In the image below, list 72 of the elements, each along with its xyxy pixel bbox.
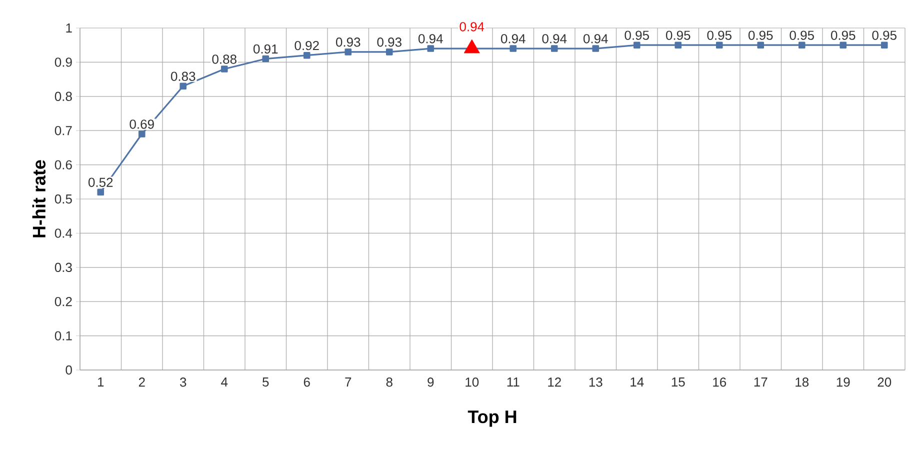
x-tick-label: 15 xyxy=(672,378,685,387)
data-label: 0.93 xyxy=(336,38,360,47)
x-axis-title: Top H xyxy=(468,410,516,427)
x-tick-label: 9 xyxy=(428,378,434,387)
y-tick-label: 1 xyxy=(66,24,72,32)
x-tick-label: 18 xyxy=(796,378,809,387)
x-tick-label: 17 xyxy=(754,378,768,386)
x-tick-label: 8 xyxy=(386,378,392,387)
point xyxy=(220,66,228,72)
point xyxy=(592,45,600,52)
x-tick-label: 12 xyxy=(548,378,561,387)
data-label: 0.95 xyxy=(624,30,649,40)
data-label: 0.94 xyxy=(583,34,608,44)
y-tick-label: 0.6 xyxy=(54,160,72,170)
data-label: 0.94 xyxy=(460,22,484,32)
y-tick-label: 0.4 xyxy=(54,228,72,238)
x-tick-label: 1 xyxy=(98,378,104,386)
y-tick-label: 0.7 xyxy=(54,126,72,136)
point xyxy=(344,48,352,56)
data-label: 0.95 xyxy=(790,30,814,40)
point xyxy=(674,42,682,48)
point xyxy=(427,45,434,52)
data-label: 0.95 xyxy=(748,30,773,40)
y-tick-label: 0.2 xyxy=(54,296,72,306)
point xyxy=(262,55,270,62)
data-label: 0.94 xyxy=(418,34,443,44)
data-label: 0.88 xyxy=(212,54,236,64)
point xyxy=(716,42,723,48)
x-tick-label: 4 xyxy=(221,378,228,386)
y-tick-label: 0.8 xyxy=(54,92,72,101)
y-axis-title: H-hit rate xyxy=(32,160,46,238)
data-label: 0.92 xyxy=(294,40,319,50)
x-tick-label: 10 xyxy=(466,378,479,387)
data-label: 0.69 xyxy=(130,120,154,129)
point xyxy=(303,52,310,59)
y-tick-label: 0 xyxy=(66,365,72,375)
x-tick-label: 20 xyxy=(878,378,892,387)
x-tick-label: 14 xyxy=(630,378,644,386)
data-label: 0.52 xyxy=(88,178,113,187)
point xyxy=(840,42,847,48)
point xyxy=(386,48,393,56)
data-label: 0.95 xyxy=(830,30,856,40)
y-tick-label: 0.5 xyxy=(54,194,72,204)
point xyxy=(880,42,888,48)
point xyxy=(97,188,104,196)
x-tick-label: 2 xyxy=(138,378,145,387)
x-tick-label: 7 xyxy=(345,378,352,386)
x-tick-label: 6 xyxy=(304,378,310,387)
x-tick-label: 13 xyxy=(589,378,602,387)
data-label: 0.93 xyxy=(377,38,402,47)
data-label: 0.95 xyxy=(872,30,896,40)
point xyxy=(633,42,640,48)
point xyxy=(550,45,558,52)
y-tick-label: 0.9 xyxy=(54,58,72,67)
y-tick-label: 0.1 xyxy=(54,331,72,340)
point xyxy=(510,45,517,52)
data-label: 0.95 xyxy=(707,30,732,40)
x-tick-label: 11 xyxy=(507,378,520,386)
point xyxy=(180,82,187,90)
x-tick-label: 5 xyxy=(262,378,269,387)
y-tick-label: 0.3 xyxy=(54,262,72,272)
data-label: 0.83 xyxy=(170,72,196,81)
x-tick-label: 16 xyxy=(713,378,726,387)
data-label: 0.91 xyxy=(253,44,278,54)
point xyxy=(757,42,764,48)
point xyxy=(798,42,806,48)
point xyxy=(138,130,146,138)
x-tick-label: 3 xyxy=(180,378,186,387)
x-tick-label: 19 xyxy=(836,378,850,387)
data-label: 0.94 xyxy=(500,34,526,44)
data-label: 0.95 xyxy=(666,30,690,40)
data-label: 0.94 xyxy=(542,34,567,44)
